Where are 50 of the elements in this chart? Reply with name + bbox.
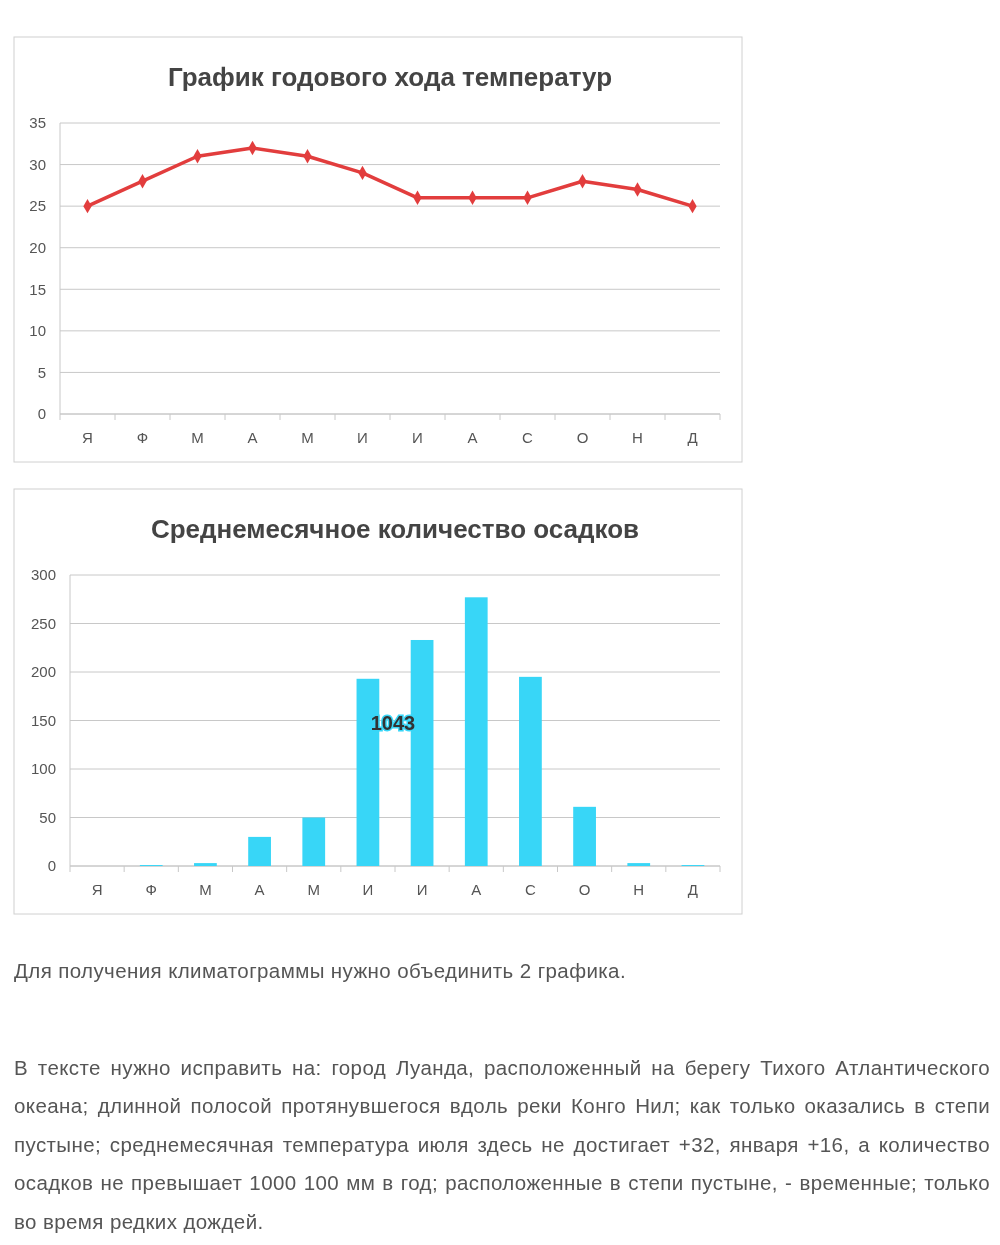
x-tick-label: О [578,881,591,898]
x-tick-label: М [191,429,204,446]
y-tick-label: 30 [29,155,46,173]
y-tick-label: 15 [29,280,46,298]
bar [302,817,326,866]
bar [248,836,271,866]
x-tick-label: А [247,429,258,446]
y-tick-label: 200 [30,663,56,681]
x-tick-label: О [576,429,589,446]
y-tick-label: 25 [29,197,46,215]
x-tick-label: Я [82,429,93,446]
x-tick-label: Ф [136,429,149,446]
x-tick-label: А [467,429,478,446]
x-tick-label: А [471,881,482,898]
y-tick-label: 5 [37,363,46,381]
bar [464,597,488,866]
y-tick-label: 100 [30,760,56,778]
x-tick-label: И [357,429,368,446]
y-tick-label: 300 [30,566,56,584]
y-tick-label: 0 [37,405,46,423]
x-tick-label: И [412,429,423,446]
x-tick-label: Н [633,881,645,898]
x-tick-label: Ф [145,881,157,898]
y-tick-label: 50 [39,808,56,826]
x-tick-label: М [307,881,320,898]
x-tick-label: А [254,881,265,898]
y-tick-label: 250 [30,614,56,632]
x-tick-label: М [199,881,212,898]
bar [573,806,596,866]
text: В тексте нужно исправить на: город Луанда, расположенный на берегу Тихого Атлантического океана; длинной полосой протянувшегося вдоль реки Конго Нил; как только оказались в степи пустыне; среднемесячная температура июля здесь не достигает +32, января +16, а количество осадков не превышает 1000 100 мм в год; расположенные в степи пустыне, - временные; только во время редких дождей. [14,1054,990,1235]
bar [194,863,217,866]
x-tick-label: С [522,429,534,446]
y-tick-label: 20 [29,238,46,256]
x-tick-label: Я [91,881,103,898]
y-tick-label: 10 [29,322,46,340]
y-tick-label: 150 [30,711,56,729]
x-tick-label: И [362,881,374,898]
x-tick-label: М [301,429,314,446]
x-tick-label: Д [687,429,698,446]
text: Для получения климатограммы нужно объединить 2 графика. [14,958,627,984]
x-tick-label: Д [687,881,698,898]
bar [627,863,651,866]
x-tick-label: Н [632,429,643,446]
x-tick-label: И [416,881,428,898]
y-tick-label: 35 [29,114,46,132]
y-tick-label: 0 [47,857,56,875]
bar [519,676,542,866]
x-tick-label: С [524,881,536,898]
chart-title: Среднемесячное количество осадков [150,514,640,544]
chart-title: График годового хода температур [167,62,613,92]
